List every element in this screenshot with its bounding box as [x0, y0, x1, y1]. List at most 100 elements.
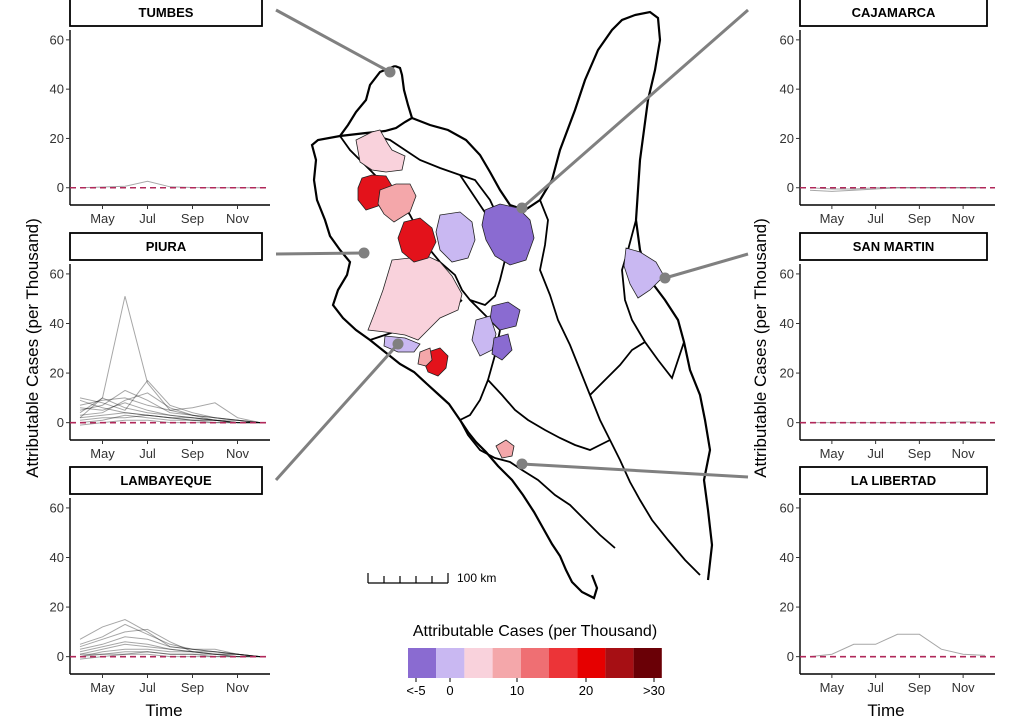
- peru-north-map: 100 km: [310, 10, 714, 600]
- y-tick-label: 40: [50, 550, 64, 565]
- x-tick-label: May: [90, 680, 115, 695]
- panel-title: TUMBES: [139, 5, 194, 20]
- series-line: [79, 392, 261, 424]
- piura-district-red: [397, 217, 437, 263]
- panel-title: SAN MARTIN: [853, 239, 935, 254]
- eastern-boundary: [339, 10, 714, 581]
- panel-title-box: [799, 0, 988, 27]
- x-tick-label: Jul: [139, 211, 156, 226]
- x-tick-label: Jul: [139, 446, 156, 461]
- piura-district-main: [367, 254, 463, 341]
- x-tick-label: Nov: [952, 211, 976, 226]
- panel-tumbes: TUMBES 0 20 40 60 May Jul Sep Nov: [50, 0, 270, 226]
- x-tick-label: Sep: [908, 211, 931, 226]
- series-line: [79, 379, 261, 424]
- lambayeque-district-pink: [417, 347, 433, 367]
- y-tick-label: 60: [780, 500, 794, 515]
- y-tick-label: 0: [57, 180, 64, 195]
- panel-lambayeque: LAMBAYEQUE 0 20 40 60 May Jul Sep Nov: [50, 466, 270, 695]
- series-line: [79, 636, 261, 658]
- x-tick-label: Sep: [181, 211, 204, 226]
- legend-bin: [633, 648, 662, 678]
- series-line: [79, 180, 260, 189]
- y-tick-label: 20: [50, 131, 64, 146]
- cajamarca-district-cluster: [481, 203, 535, 266]
- y-tick-label: 60: [50, 32, 64, 47]
- tumbes-district-north: [355, 129, 406, 173]
- series-line: [79, 641, 261, 658]
- x-tick-label: Jul: [867, 446, 884, 461]
- y-tick-label: 20: [780, 600, 794, 615]
- x-tick-label: May: [820, 446, 845, 461]
- scale-bar-label: 100 km: [457, 571, 496, 585]
- legend-title: Attributable Cases (per Thousand): [413, 623, 657, 640]
- connector-line: [521, 462, 749, 479]
- y-tick-label: 60: [780, 266, 794, 281]
- y-tick-label: 20: [50, 366, 64, 381]
- legend-tick-label: 0: [446, 683, 453, 698]
- series-line: [809, 633, 986, 658]
- cajamarca-district-south2: [471, 315, 497, 357]
- x-tick-label: Nov: [952, 680, 976, 695]
- legend-bin: [436, 648, 465, 678]
- panel-san-martin: SAN MARTIN 0 20 40 60 May Jul Sep Nov: [780, 232, 995, 461]
- connector-dot: [516, 458, 528, 470]
- legend-bins: [408, 648, 662, 678]
- legend-ticks: <-5 0 10 20 >30: [406, 678, 665, 698]
- y-tick-label: 0: [57, 415, 64, 430]
- series-line: [79, 648, 260, 658]
- series-line: [79, 296, 260, 424]
- y-tick-label: 0: [787, 415, 794, 430]
- series-line: [79, 643, 261, 658]
- scale-bar-line: [367, 573, 449, 584]
- panel-title: PIURA: [146, 239, 187, 254]
- connector-line: [521, 8, 749, 210]
- sanmartin-district: [623, 247, 665, 299]
- legend-tick-label: >30: [643, 683, 665, 698]
- series-line: [80, 651, 260, 658]
- connector-line: [664, 252, 749, 280]
- color-legend: Attributable Cases (per Thousand) <-5 0 10…: [406, 623, 665, 698]
- scale-bar: 100 km: [367, 571, 496, 585]
- x-tick-label: May: [90, 446, 115, 461]
- panel-title-box: [69, 466, 263, 495]
- y-tick-label: 0: [787, 649, 794, 664]
- tumbes-district-pink: [377, 183, 417, 223]
- x-tick-label: Sep: [908, 446, 931, 461]
- y-tick-label: 20: [780, 366, 794, 381]
- series-line: [79, 618, 261, 658]
- connector-line: [275, 251, 365, 256]
- coastline-boundary: [310, 64, 599, 600]
- y-tick-label: 0: [787, 180, 794, 195]
- connector-dot: [358, 247, 370, 259]
- connector-dot: [516, 202, 528, 214]
- legend-bin: [605, 648, 634, 678]
- x-axis-title-left: Time: [145, 701, 182, 720]
- legend-bin: [520, 648, 549, 678]
- y-tick-label: 60: [50, 500, 64, 515]
- panel-title-box: [799, 466, 988, 495]
- series-line: [79, 412, 260, 424]
- series-line: [79, 397, 261, 424]
- small-multiple-panels: TUMBES 0 20 40 60 May Jul Sep Nov PIURA 0 20 40 60 May…: [50, 0, 995, 695]
- series-line: [809, 187, 985, 190]
- series-line: [79, 399, 260, 424]
- series-line: [79, 628, 261, 658]
- panel-title-box: [69, 232, 263, 261]
- x-tick-label: May: [820, 680, 845, 695]
- legend-tick-label: 20: [579, 683, 593, 698]
- panel-title-box: [69, 0, 263, 27]
- x-tick-label: May: [90, 211, 115, 226]
- series-line: [810, 421, 986, 424]
- legend-tick-label: <-5: [406, 683, 425, 698]
- panel-cajamarca: CAJAMARCA 0 20 40 60 May Jul Sep Nov: [780, 0, 995, 226]
- y-tick-label: 40: [50, 316, 64, 331]
- legend-tick-label: 10: [510, 683, 524, 698]
- panel-title: CAJAMARCA: [852, 5, 936, 20]
- series-line: [79, 397, 261, 424]
- lalibertad-district: [495, 439, 515, 459]
- cajamarca-district-lav: [435, 211, 476, 263]
- x-tick-label: Sep: [181, 680, 204, 695]
- legend-bin: [549, 648, 578, 678]
